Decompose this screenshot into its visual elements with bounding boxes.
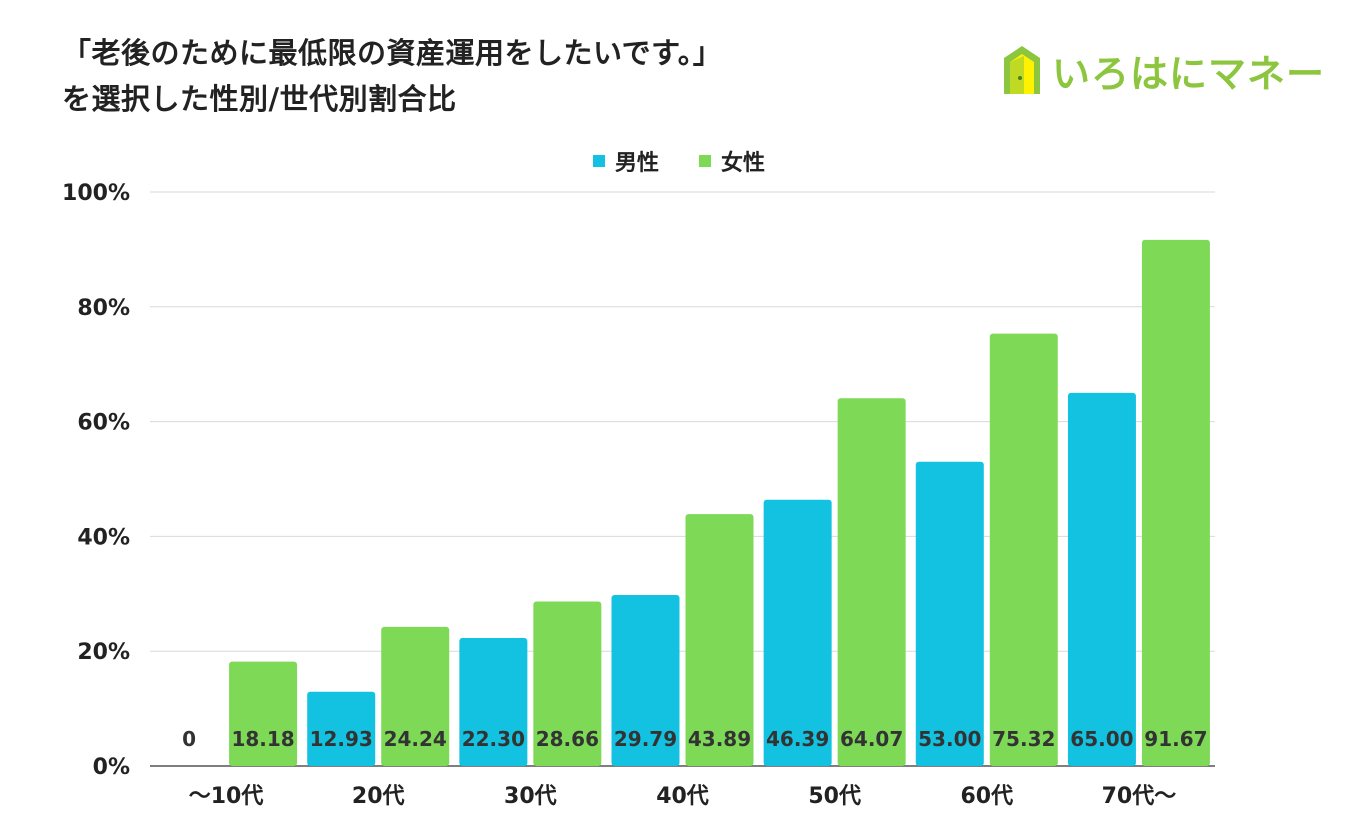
data-label: 43.89: [688, 727, 751, 751]
data-label: 0: [182, 727, 196, 751]
x-tick-label: ～10代: [189, 784, 264, 809]
data-label: 46.39: [766, 727, 829, 751]
y-tick-label: 0%: [93, 755, 130, 780]
x-tick-label: 50代: [808, 784, 861, 809]
data-label: 12.93: [310, 727, 373, 751]
bar-female: [685, 514, 754, 766]
data-label: 28.66: [536, 727, 599, 751]
legend-label-male: 男性: [614, 151, 659, 176]
y-tick-label: 100%: [62, 181, 130, 206]
bar-male: [459, 637, 528, 766]
legend-swatch-female: [699, 155, 711, 167]
x-tick-label: 60代: [960, 784, 1013, 809]
data-label: 18.18: [231, 727, 294, 751]
bar-male: [763, 499, 832, 766]
data-label: 22.30: [462, 727, 525, 751]
data-label: 75.32: [992, 727, 1055, 751]
bars: [229, 239, 1210, 766]
bar-female: [229, 661, 298, 766]
legend-swatch-male: [592, 155, 605, 167]
bar-female: [837, 398, 906, 766]
data-label: 24.24: [384, 727, 447, 751]
logo-text: いろはにマネー: [1052, 51, 1326, 96]
y-tick-label: 80%: [77, 296, 130, 321]
x-tick-label: 40代: [656, 784, 709, 809]
brand-logo: いろはにマネー: [1000, 40, 1325, 100]
y-tick-label: 20%: [77, 640, 130, 665]
chart-title-line2: を選択した性別/世代別割合比: [62, 82, 457, 116]
chart-title: 「老後のために最低限の資産運用をしたいです。」 を選択した性別/世代別割合比: [62, 30, 722, 122]
legend-label-female: 女性: [721, 151, 766, 176]
x-axis: ～10代 20代 30代 40代 50代 60代 70代～: [189, 784, 1176, 809]
y-axis: 0% 20% 40% 60% 80% 100%: [62, 181, 130, 780]
y-tick-label: 60%: [77, 411, 130, 436]
y-tick-label: 40%: [77, 525, 130, 550]
house-icon: [1004, 46, 1040, 94]
legend-item-female: 女性: [699, 145, 765, 177]
x-tick-label: 30代: [504, 784, 557, 809]
data-labels: 0 18.18 12.93 24.24 22.30 28.66 29.79 43.89 46.3…: [182, 727, 1207, 751]
data-label: 29.79: [614, 727, 677, 751]
bar-male: [611, 595, 680, 766]
bar-female: [533, 601, 602, 766]
bar-female: [381, 626, 450, 766]
x-tick-label: 20代: [352, 784, 405, 809]
data-label: 65.00: [1070, 727, 1133, 751]
bar-female: [1141, 239, 1210, 766]
legend-item-male: 男性: [592, 145, 659, 177]
chart-title-line1: 「老後のために最低限の資産運用をしたいです。」: [62, 36, 723, 70]
data-label: 53.00: [918, 727, 981, 751]
bar-female: [989, 333, 1058, 766]
bar-male: [1067, 392, 1136, 766]
bar-male: [307, 691, 376, 766]
bar-male: [915, 461, 984, 766]
chart-legend: 男性 女性: [0, 145, 1358, 177]
data-label: 64.07: [840, 727, 903, 751]
data-label: 91.67: [1144, 727, 1207, 751]
x-tick-label: 70代～: [1102, 784, 1177, 809]
